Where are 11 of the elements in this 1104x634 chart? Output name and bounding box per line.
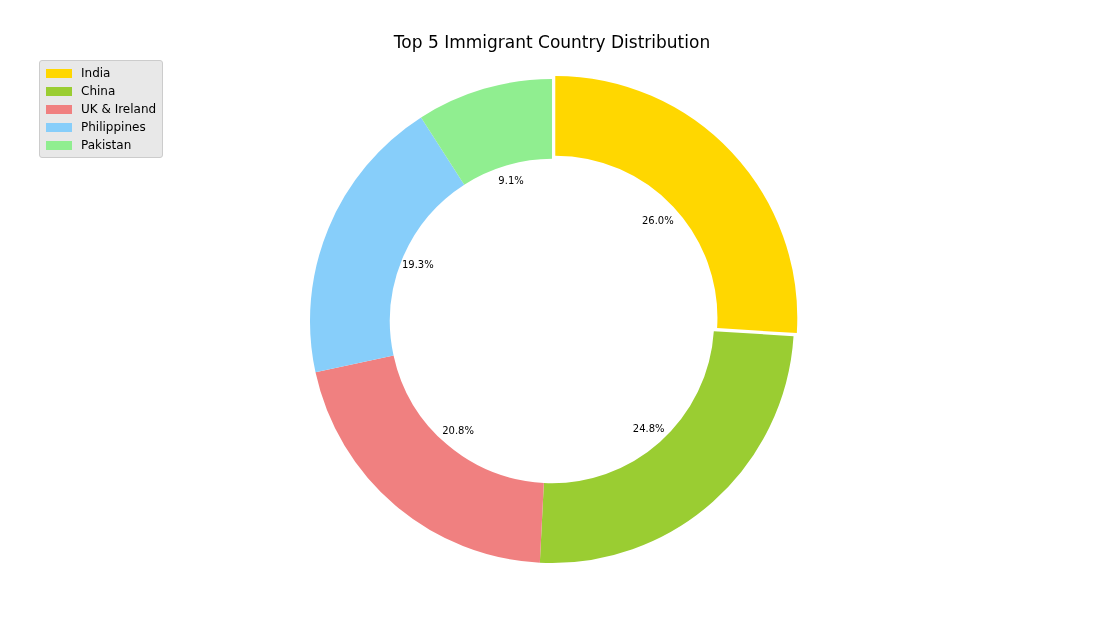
data-label: 20.8% bbox=[442, 425, 474, 437]
legend-label: Philippines bbox=[81, 120, 146, 134]
data-label: 24.8% bbox=[632, 422, 665, 434]
legend-label: China bbox=[81, 84, 116, 98]
legend-label: UK & Ireland bbox=[81, 102, 157, 116]
chart-title: Top 5 Immigrant Country Distribution bbox=[392, 32, 712, 52]
data-label: 26.0% bbox=[641, 215, 674, 227]
data-label: 9.1% bbox=[498, 175, 524, 187]
legend-label: Pakistan bbox=[81, 138, 132, 152]
legend-label: India bbox=[81, 66, 111, 80]
data-label: 19.3% bbox=[401, 259, 434, 271]
